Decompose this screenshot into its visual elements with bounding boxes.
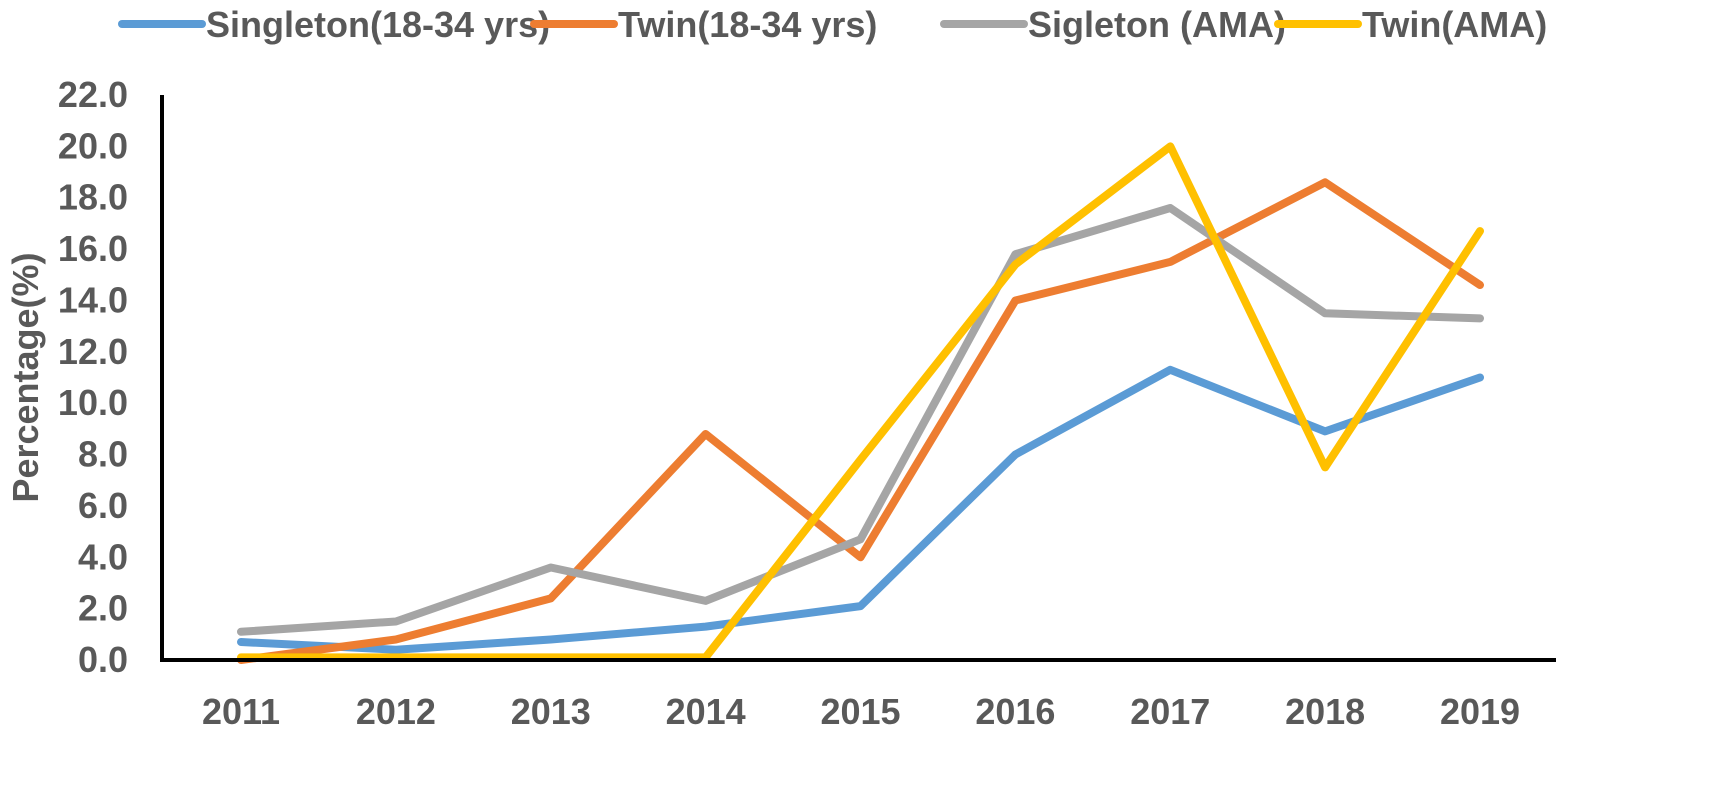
y-axis-ticks: 0.0 2.0 4.0 6.0 8.0 10.0 12.0 14.0 16.0 18.0 20.0 2…	[58, 74, 128, 680]
y-tick-label: 0.0	[78, 639, 128, 680]
y-tick-label: 2.0	[78, 588, 128, 629]
series-line-2	[237, 178, 1484, 664]
y-tick-label: 10.0	[58, 382, 128, 423]
x-tick-label: 2012	[356, 691, 436, 732]
y-tick-label: 6.0	[78, 485, 128, 526]
x-tick-label: 2014	[666, 691, 746, 732]
x-tick-label: 2011	[202, 691, 280, 732]
y-tick-label: 22.0	[58, 74, 128, 115]
series-line-4	[237, 142, 1484, 662]
series-line-1	[237, 365, 1484, 654]
x-axis-ticks: 2011 2012 2013 2014 2015 2016 2017 2018 2019	[202, 691, 1520, 732]
legend-label: Twin(18-34 yrs)	[618, 4, 877, 45]
y-tick-label: 20.0	[58, 125, 128, 166]
legend-label: Singleton(18-34 yrs)	[206, 4, 550, 45]
x-tick-label: 2016	[975, 691, 1055, 732]
y-tick-label: 16.0	[58, 228, 128, 269]
x-tick-label: 2017	[1130, 691, 1210, 732]
y-tick-label: 12.0	[58, 331, 128, 372]
y-tick-label: 8.0	[78, 434, 128, 475]
x-tick-label: 2019	[1440, 691, 1520, 732]
x-tick-label: 2013	[511, 691, 591, 732]
y-tick-label: 18.0	[58, 177, 128, 218]
legend: Singleton(18-34 yrs) Twin(18-34 yrs) Sigle…	[118, 4, 1547, 45]
x-tick-label: 2018	[1285, 691, 1365, 732]
legend-label: Sigleton (AMA)	[1028, 4, 1286, 45]
x-tick-label: 2015	[820, 691, 900, 732]
y-axis-title-group: Percentage(%)	[5, 252, 46, 502]
legend-label: Twin(AMA)	[1362, 4, 1547, 45]
y-tick-label: 14.0	[58, 279, 128, 320]
y-axis-title: Percentage(%)	[5, 252, 46, 502]
series-group	[237, 142, 1484, 664]
y-tick-label: 4.0	[78, 536, 128, 577]
series-line-3	[237, 204, 1484, 636]
